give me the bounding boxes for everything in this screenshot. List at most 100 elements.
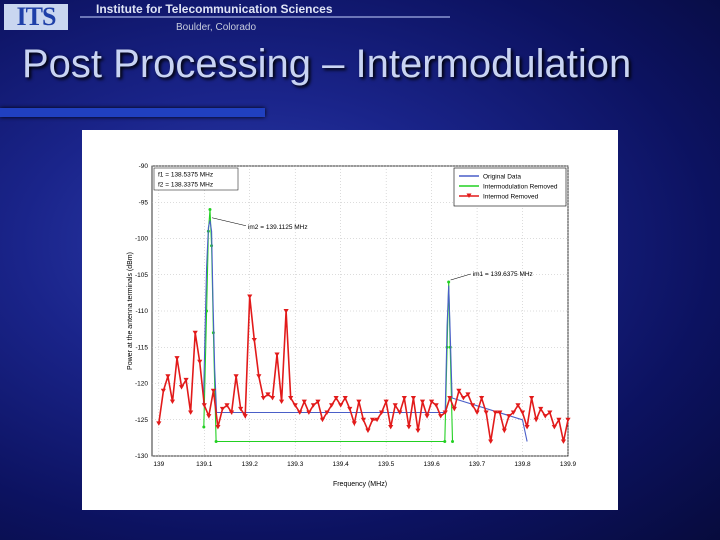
x-tick-label: 139 <box>153 461 164 468</box>
y-tick-label: -95 <box>139 199 149 206</box>
red-series-point <box>419 399 426 405</box>
red-series-point <box>274 352 280 357</box>
red-series-point <box>333 396 339 401</box>
red-series-point <box>538 406 544 412</box>
red-series-point <box>542 414 548 419</box>
red-series-point <box>251 338 257 343</box>
red-series-point <box>397 410 403 415</box>
legend-marker-red <box>466 193 472 198</box>
red-series-point <box>515 403 521 408</box>
red-series-point <box>356 399 362 405</box>
red-series-point <box>338 403 344 408</box>
red-series-point <box>442 410 448 415</box>
x-tick-label: 139.9 <box>560 461 577 468</box>
red-series-point <box>306 410 312 415</box>
red-series-point <box>219 406 226 412</box>
y-tick-label: -120 <box>135 381 148 388</box>
red-series-point <box>260 396 266 401</box>
green-series-point <box>202 425 206 429</box>
red-series-point <box>488 439 494 444</box>
slide-title: Post Processing – Intermodulation <box>22 42 632 86</box>
title-accent-bar <box>0 108 265 117</box>
red-series-point <box>351 421 357 426</box>
its-logo: ITS <box>4 4 68 30</box>
red-series-point <box>451 406 457 412</box>
red-series-point <box>215 425 221 430</box>
red-series-point <box>324 410 330 415</box>
red-series-point <box>283 309 289 314</box>
red-series-point <box>492 410 498 415</box>
red-series-point <box>415 428 421 434</box>
red-series-point <box>365 428 371 434</box>
red-series-point <box>556 417 562 423</box>
red-series-point <box>519 410 526 415</box>
red-series-point <box>347 406 353 412</box>
red-series-point <box>238 406 244 412</box>
green-series-point <box>443 440 447 443</box>
red-series-point <box>401 396 407 401</box>
red-series-point <box>547 410 553 415</box>
y-tick-label: -110 <box>135 308 148 315</box>
red-series-point <box>410 396 417 401</box>
red-series-point <box>378 410 385 415</box>
red-series-point <box>524 425 530 430</box>
f2-label: f2 = 138.3375 MHz <box>158 182 213 189</box>
y-tick-label: -105 <box>135 272 148 279</box>
x-tick-label: 139.2 <box>242 461 259 468</box>
red-series-point <box>460 396 467 401</box>
red-series-point <box>406 425 412 430</box>
x-tick-label: 139.7 <box>469 461 486 468</box>
red-series-point <box>310 403 316 408</box>
green-series-point <box>447 280 451 284</box>
red-series-point <box>197 359 203 365</box>
red-series-point <box>560 439 567 444</box>
red-series-point <box>169 399 176 405</box>
x-tick-label: 139.8 <box>514 461 531 468</box>
red-series-point <box>265 392 271 397</box>
green-series-point <box>208 208 212 211</box>
red-series-point <box>506 414 512 419</box>
axis-ticks: 139 139.1 139.2 139.3 139.4 139.5 139.6 139.7 13… <box>135 163 577 468</box>
legend-label-green: Intermodulation Removed <box>483 184 558 191</box>
red-series-point <box>242 414 248 419</box>
red-series-point <box>424 414 430 419</box>
chart-panel: 139 139.1 139.2 139.3 139.4 139.5 139.6 139.7 13… <box>82 130 618 510</box>
red-series-point <box>201 403 207 408</box>
red-series-point <box>501 428 507 434</box>
red-series-point <box>388 425 394 430</box>
red-series-point <box>479 396 485 401</box>
legend-box <box>453 167 567 207</box>
red-series-point <box>188 410 194 415</box>
annotation-im1-arrow <box>450 273 471 281</box>
frequency-key-box <box>153 167 239 191</box>
red-series-point <box>510 410 517 415</box>
red-series-point <box>192 330 198 336</box>
red-series-point <box>469 403 476 408</box>
red-series-point <box>206 414 212 419</box>
red-series-point <box>315 399 321 405</box>
red-series-point <box>228 410 235 415</box>
series-lines <box>156 208 571 444</box>
red-series-point <box>292 403 298 408</box>
y-tick-label: -125 <box>135 417 148 424</box>
red-series-point <box>533 417 539 423</box>
red-series-point <box>174 356 180 361</box>
chart-legend: Original Data Intermodulation Removed In… <box>453 167 567 207</box>
x-tick-label: 139.6 <box>423 461 440 468</box>
red-series-point <box>183 377 189 383</box>
x-tick-label: 139.1 <box>196 461 213 468</box>
red-series-point <box>233 374 239 379</box>
y-tick-label: -100 <box>135 236 148 243</box>
x-tick-label: 139.4 <box>333 461 350 468</box>
org-name: Institute for Telecommunication Sciences <box>96 2 333 16</box>
y-tick-label: -130 <box>135 453 148 460</box>
red-series-point <box>456 388 462 394</box>
y-tick-label: -90 <box>139 163 149 170</box>
annotation-im1: im1 = 139.6375 MHz <box>450 271 533 281</box>
intermod-chart: 139 139.1 139.2 139.3 139.4 139.5 139.6 139.7 13… <box>127 163 577 488</box>
red-series-point <box>160 388 166 394</box>
legend-label-original: Original Data <box>483 174 521 181</box>
red-series-point <box>156 421 162 426</box>
red-series-point <box>465 392 471 397</box>
red-series-point <box>224 403 230 408</box>
